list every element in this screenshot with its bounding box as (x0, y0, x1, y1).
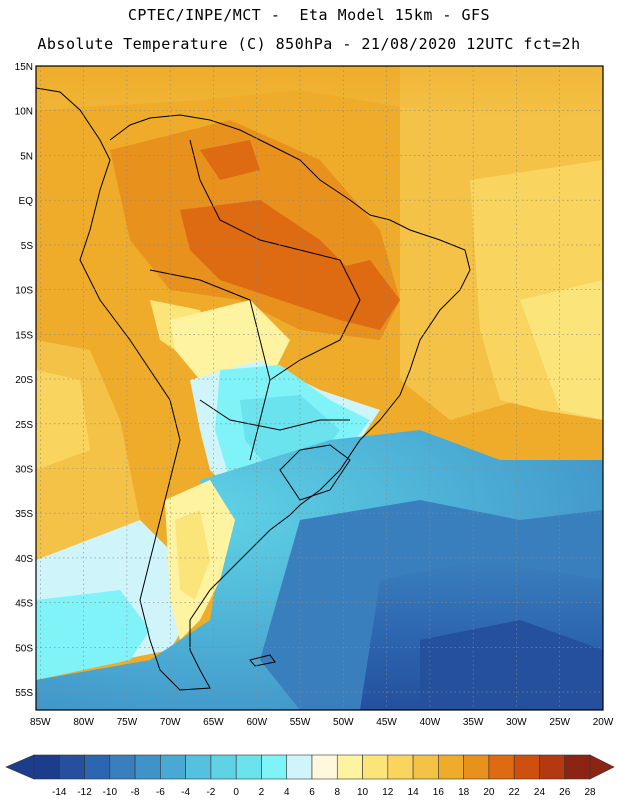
lon-label: 60W (246, 717, 267, 728)
colorbar-label: 10 (357, 787, 369, 798)
lat-label: 10S (15, 286, 33, 297)
colorbar-label: -12 (77, 787, 92, 798)
colorbar-label: 2 (259, 787, 265, 798)
colorbar-swatch (109, 754, 136, 780)
lat-label: 5S (21, 241, 34, 252)
colorbar-swatch (58, 754, 85, 780)
lat-label: 55S (15, 688, 33, 699)
lon-label: 40W (420, 717, 441, 728)
lon-label: 55W (290, 717, 311, 728)
colorbar-swatch (134, 754, 161, 780)
colorbar-swatch (33, 754, 60, 780)
colorbar-label: 4 (284, 787, 290, 798)
colorbar-label: -14 (52, 787, 67, 798)
colorbar-label: 14 (408, 787, 420, 798)
colorbar-swatch (210, 754, 237, 780)
colorbar-swatch (336, 754, 363, 780)
lon-label: 75W (117, 717, 138, 728)
lat-label: 10N (15, 107, 33, 118)
colorbar-label: -4 (181, 787, 190, 798)
colorbar-label: 24 (534, 787, 546, 798)
lon-label: 50W (333, 717, 354, 728)
colorbar-swatch (286, 754, 313, 780)
colorbar-label: -10 (103, 787, 118, 798)
colorbar-label: 12 (382, 787, 394, 798)
colorbar-label: 20 (483, 787, 495, 798)
colorbar-swatch (84, 754, 111, 780)
title-line-2: Absolute Temperature (C) 850hPa - 21/08/… (37, 35, 581, 53)
coastlines (36, 87, 471, 691)
colorbar-label: 0 (233, 787, 239, 798)
lat-label: 25S (15, 420, 33, 431)
colorbar-swatch (438, 754, 464, 780)
colorbar-label: 28 (584, 787, 596, 798)
colorbar (5, 754, 615, 780)
colorbar-swatch (311, 754, 338, 780)
colorbar-swatch (463, 754, 490, 780)
lat-label: EQ (19, 196, 34, 207)
colorbar-label: 8 (334, 787, 340, 798)
map-frame (35, 65, 604, 711)
lat-label: 30S (15, 465, 33, 476)
colorbar-swatch (185, 754, 212, 780)
lat-label: 5N (20, 151, 33, 162)
colorbar-label: 6 (309, 787, 315, 798)
title-line-1: CPTEC/INPE/MCT - Eta Model 15km - GFS (127, 6, 491, 24)
colorbar-label: 26 (559, 787, 571, 798)
colorbar-swatch (564, 754, 591, 780)
lon-label: 20W (593, 717, 614, 728)
temperature-field (36, 66, 603, 710)
colorbar-swatch (362, 754, 389, 780)
colorbar-label: 16 (433, 787, 445, 798)
lon-label: 30W (506, 717, 527, 728)
colorbar-swatch (539, 754, 566, 780)
lat-label: 15S (15, 330, 33, 341)
colorbar-swatch (488, 754, 515, 780)
colorbar-arrow-left (5, 754, 35, 780)
lat-label: 20S (15, 375, 33, 386)
lat-label: 40S (15, 554, 33, 565)
colorbar-swatch (513, 754, 540, 780)
colorbar-swatch (412, 754, 439, 780)
lat-label: 50S (15, 643, 33, 654)
colorbar-swatch (235, 754, 262, 780)
lon-label: 25W (549, 717, 570, 728)
colorbar-arrow-right (589, 754, 615, 780)
colorbar-label: 18 (458, 787, 470, 798)
lon-label: 45W (376, 717, 397, 728)
colorbar-label: 22 (509, 787, 521, 798)
colorbar-labels: -14 -12 -10 -8 -6 -4 -2 0 2 4 6 8 10 12 14 16 18 20 22 24 26… (52, 787, 596, 798)
colorbar-swatch (387, 754, 414, 780)
lon-label: 35W (463, 717, 484, 728)
colorbar-label: -2 (206, 787, 215, 798)
lat-label: 45S (15, 599, 33, 610)
lon-label: 85W (30, 717, 51, 728)
colorbar-label: -6 (156, 787, 165, 798)
lon-label: 70W (160, 717, 181, 728)
lon-label: 65W (203, 717, 224, 728)
colorbar-swatch (261, 754, 288, 780)
colorbar-label: -8 (131, 787, 140, 798)
longitude-labels: 85W 80W 75W 70W 65W 60W 55W 50W 45W 40W 35W 30W 25W 2… (30, 717, 614, 728)
lat-label: 15N (15, 62, 33, 73)
lon-label: 80W (73, 717, 94, 728)
latitude-labels: 15N 10N 5N EQ 5S 10S 15S 20S 25S 30S 35S 40S 45S 50S 5… (15, 62, 34, 699)
colorbar-swatch (160, 754, 186, 780)
lat-label: 35S (15, 509, 33, 520)
